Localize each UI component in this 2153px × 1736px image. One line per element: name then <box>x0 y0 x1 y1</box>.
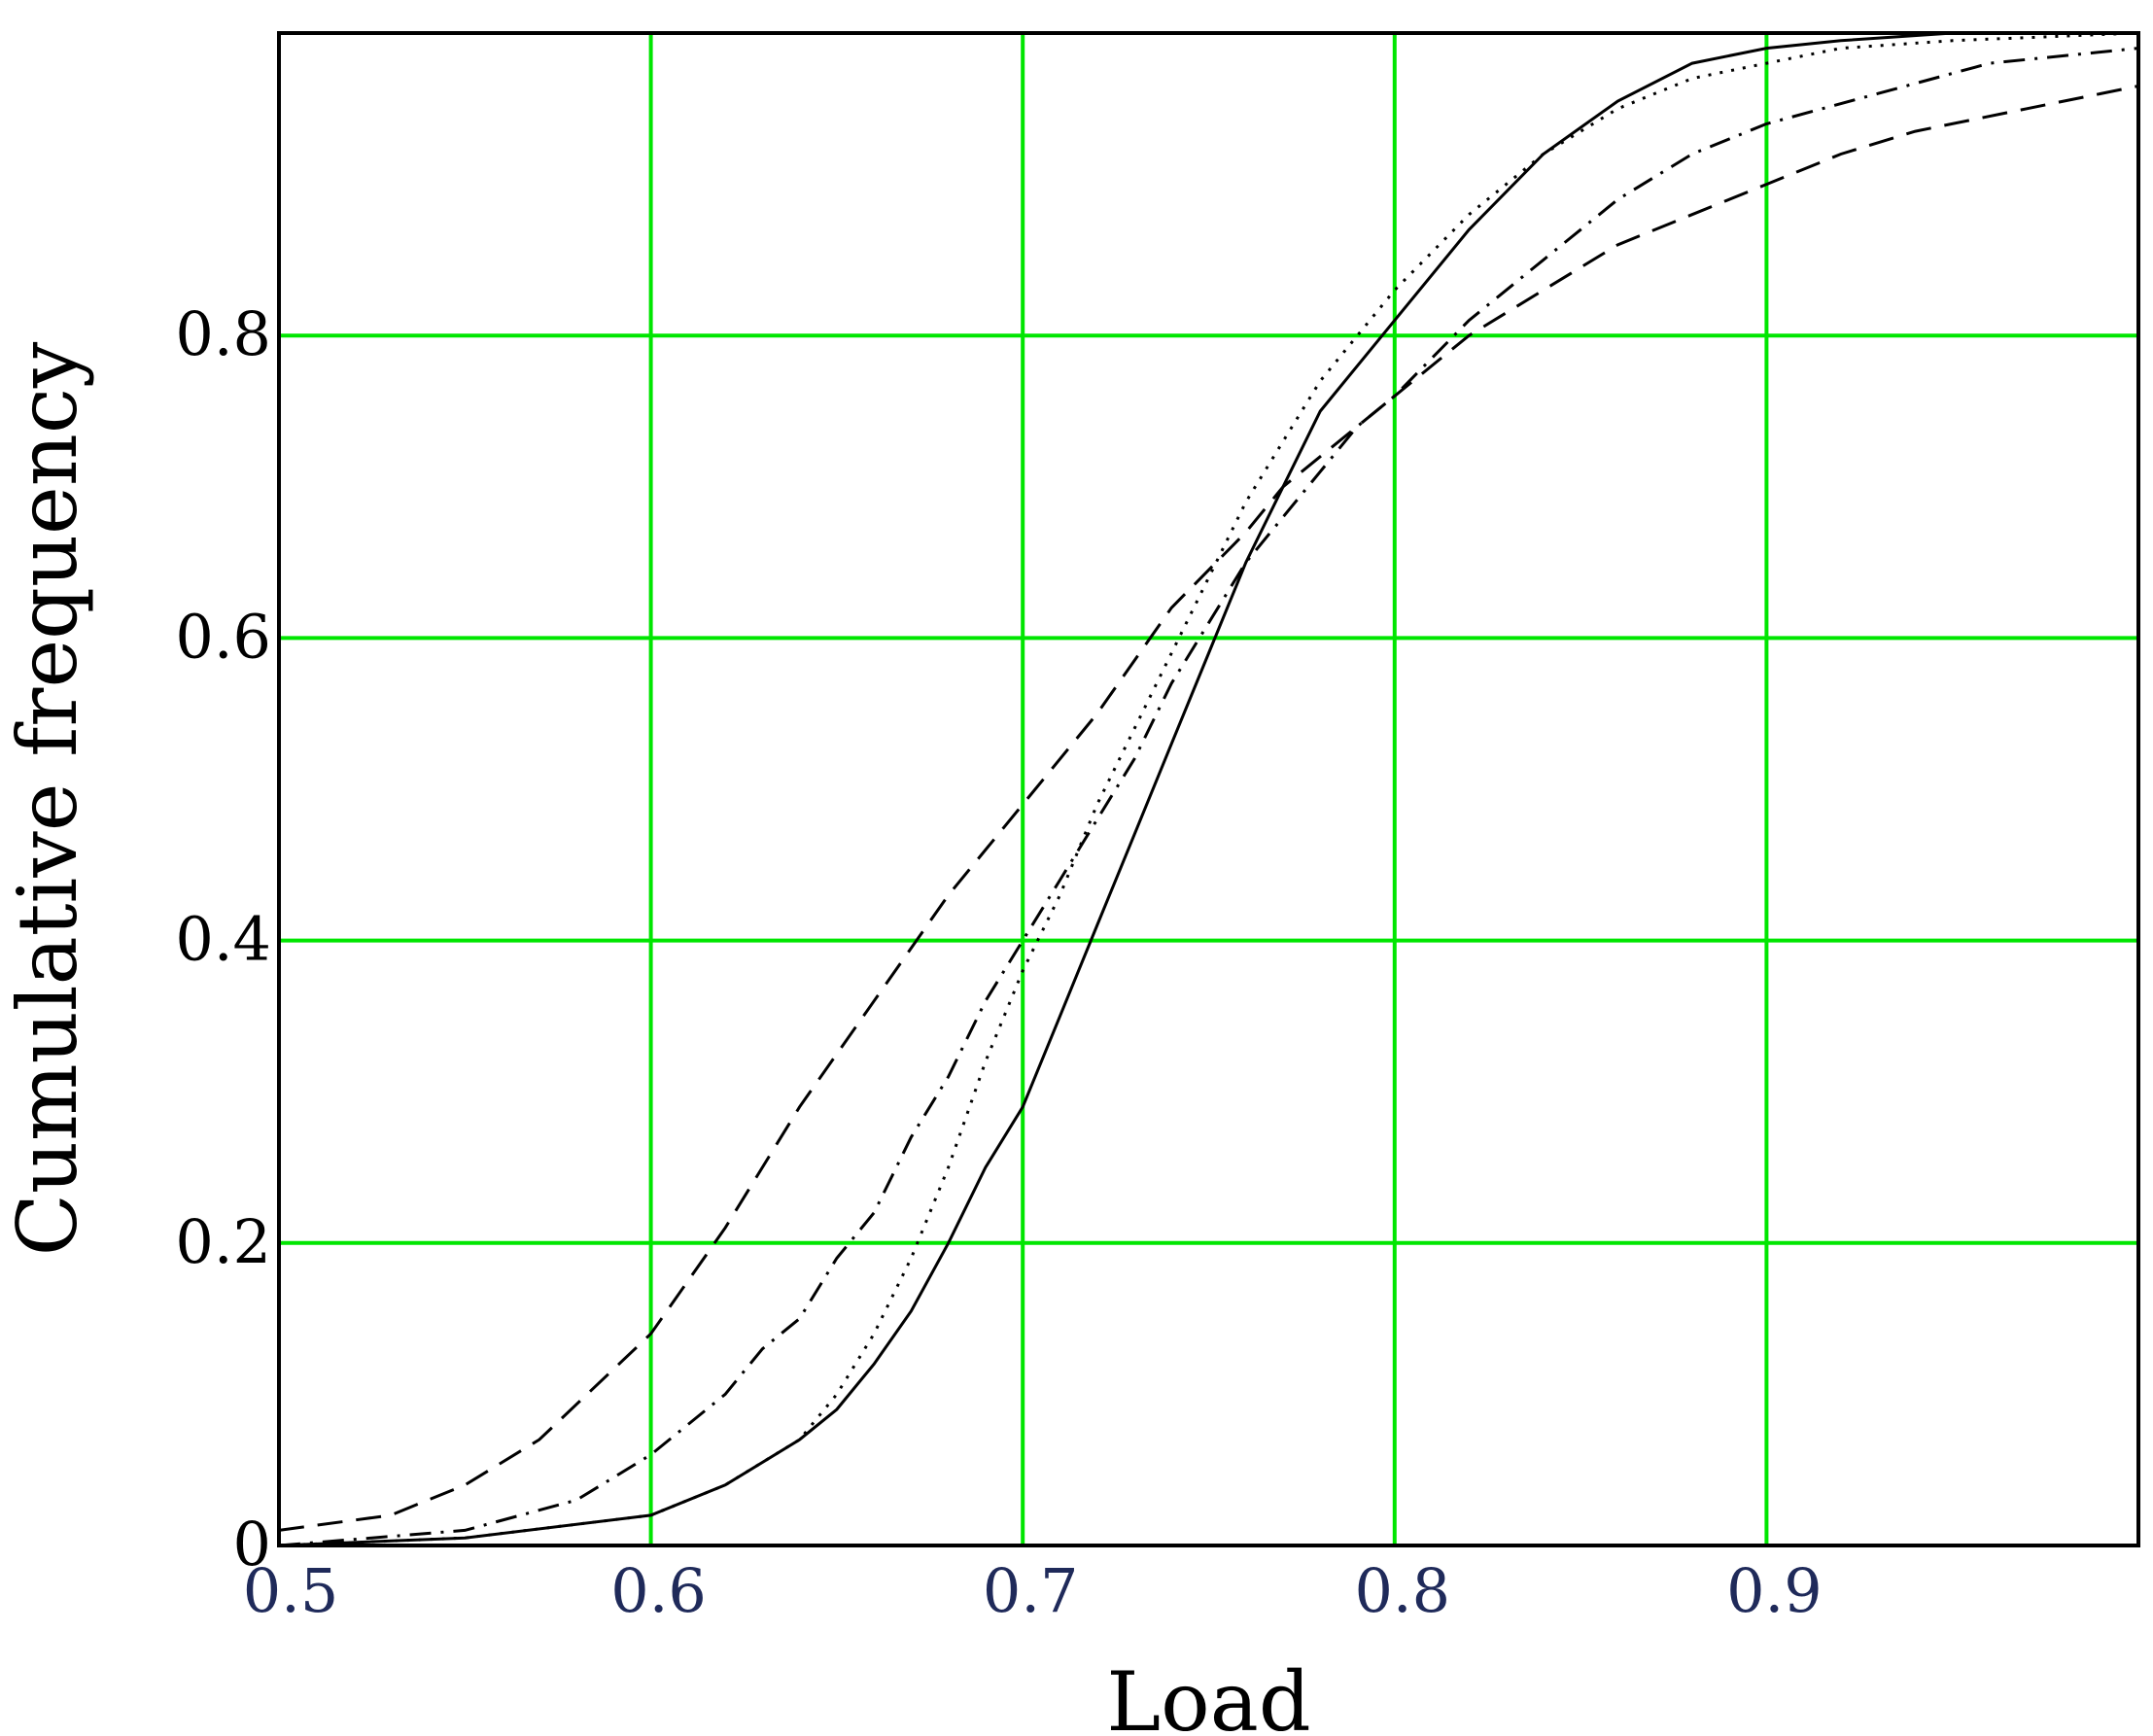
y-tick-label: 0 <box>233 1509 271 1580</box>
y-tick-label: 0.4 <box>175 904 271 975</box>
x-axis-ticks: 0.5 0.6 0.7 0.8 0.9 <box>243 1555 1823 1626</box>
y-tick-label: 0.2 <box>175 1206 271 1277</box>
x-tick-label: 0.7 <box>983 1555 1079 1626</box>
y-axis-title: Cumulative frequency <box>0 341 95 1256</box>
series-group <box>278 31 2139 1547</box>
series-line-dotted <box>278 31 2139 1547</box>
grid <box>279 33 2138 1545</box>
y-axis-ticks: 0 0.2 0.4 0.6 0.8 <box>175 298 271 1580</box>
x-tick-label: 0.8 <box>1354 1555 1450 1626</box>
y-tick-label: 0.6 <box>175 601 271 672</box>
x-axis-title: Load <box>1106 1654 1310 1736</box>
series-line-dashed <box>278 85 2139 1532</box>
x-tick-label: 0.6 <box>610 1555 707 1626</box>
series-line-dash-dot <box>278 47 2139 1547</box>
x-tick-label: 0.5 <box>243 1555 339 1626</box>
plot-frame <box>277 31 2140 1547</box>
series-line-solid <box>278 31 2138 1547</box>
y-tick-label: 0.8 <box>175 298 271 369</box>
x-tick-label: 0.9 <box>1726 1555 1823 1626</box>
